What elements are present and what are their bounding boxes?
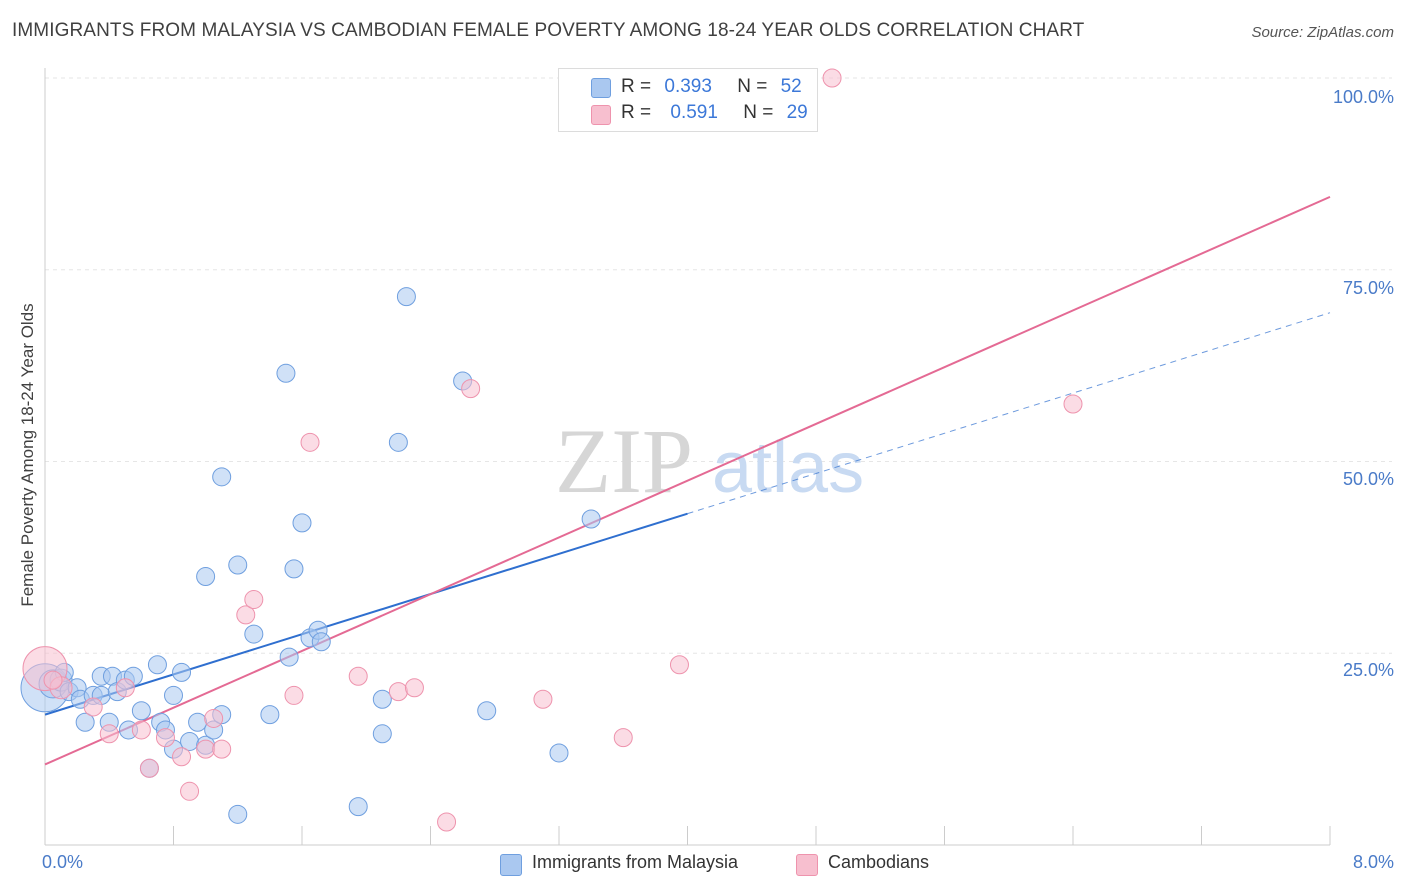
series-legend: Immigrants from Malaysia Cambodians [0,852,1406,878]
malaysia-point [188,712,208,732]
cambodian-point [822,68,842,88]
malaysia-swatch [500,854,522,876]
cambodian-point [196,739,216,759]
cambodian-point [1063,394,1083,414]
malaysia-point [292,513,312,533]
malaysia-point [279,647,299,667]
legend-item-cambodian: Cambodians [796,852,930,876]
r-label: R = [621,76,652,97]
cambodian-point [404,678,424,698]
malaysia-point [477,701,497,721]
malaysia-point [75,712,95,732]
chart-title: IMMIGRANTS FROM MALAYSIA VS CAMBODIAN FE… [12,20,1085,41]
malaysia-point [147,655,167,675]
malaysia-point [260,705,280,725]
cambodian-point [284,685,304,705]
cambodian-point [99,724,119,744]
cambodian-point [43,670,63,690]
y-tick-label: 75.0% [1342,278,1394,298]
watermark-zip: ZIP [555,410,693,512]
malaysia-point [284,559,304,579]
cambodian-legend-row: R = 0.591 N = 29 [621,102,808,126]
malaysia-point [581,509,601,529]
malaysia-point [396,287,416,307]
cambodian-point [388,682,408,702]
r-label: R = [621,102,652,123]
cambodian-point [204,708,224,728]
n-value: 29 [786,102,808,123]
cambodian-point [533,689,553,709]
y-tick-label: 100.0% [1332,87,1394,107]
watermark-atlas: atlas [712,428,864,508]
malaysia-point [276,363,296,383]
cambodian-points [22,68,1083,832]
cambodian-trend-line [44,195,1331,766]
malaysia-point [131,701,151,721]
cambodian-point [613,728,633,748]
malaysia-point [212,467,232,487]
malaysia-point [549,743,569,763]
y-tick-label: 50.0% [1342,469,1394,489]
r-value: 0.591 [670,102,718,123]
x-tick-label: 8.0% [1352,852,1394,872]
axes [44,68,1331,846]
malaysia-point [311,632,331,652]
cambodian-point [437,812,457,832]
malaysia-point [164,685,183,705]
n-label: N = [737,76,768,97]
cambodian-point [83,697,103,717]
x-tick-label: 0.0% [42,852,84,872]
cambodian-swatch [796,854,818,876]
cambodian-point [131,720,151,740]
malaysia-point [372,724,392,744]
legend-item-malaysia: Immigrants from Malaysia [500,852,739,876]
trend-lines [44,195,1331,766]
n-value: 52 [780,76,802,97]
malaysia-point [388,432,408,452]
cambodian-point [139,758,159,778]
malaysia-point [172,662,192,682]
malaysia-point [196,567,216,587]
malaysia-swatch [591,78,611,98]
cambodian-point [172,747,192,767]
y-axis-label: Female Poverty Among 18-24 Year Olds [18,303,37,607]
y-tick-label: 25.0% [1342,660,1394,680]
legend-label-malaysia: Immigrants from Malaysia [532,852,739,872]
malaysia-trend-line [44,512,688,716]
cambodian-point [115,678,135,698]
malaysia-point [348,797,368,817]
correlation-legend: R = 0.393 N = 52 R = 0.591 N = 29 [558,68,818,132]
cambodian-point [300,432,320,452]
cambodian-point [244,590,264,610]
cambodian-point [236,605,256,625]
cambodian-swatch [591,105,611,125]
cambodian-point [348,666,368,686]
r-value: 0.393 [664,76,712,97]
zipatlas-watermark: ZIP atlas [555,410,864,512]
malaysia-trend-extension [687,312,1331,515]
cambodian-point [212,739,232,759]
malaysia-point [372,689,392,709]
source-label: Source: ZipAtlas.com [1251,24,1394,41]
cambodian-point [461,379,481,399]
legend-label-cambodian: Cambodians [828,852,930,872]
malaysia-point [228,804,248,824]
cambodian-point [669,655,689,675]
malaysia-point [228,555,248,575]
malaysia-legend-row: R = 0.393 N = 52 [621,76,802,100]
malaysia-point [244,624,264,644]
cambodian-point [180,781,200,801]
n-label: N = [743,102,774,123]
cambodian-point [155,728,175,748]
